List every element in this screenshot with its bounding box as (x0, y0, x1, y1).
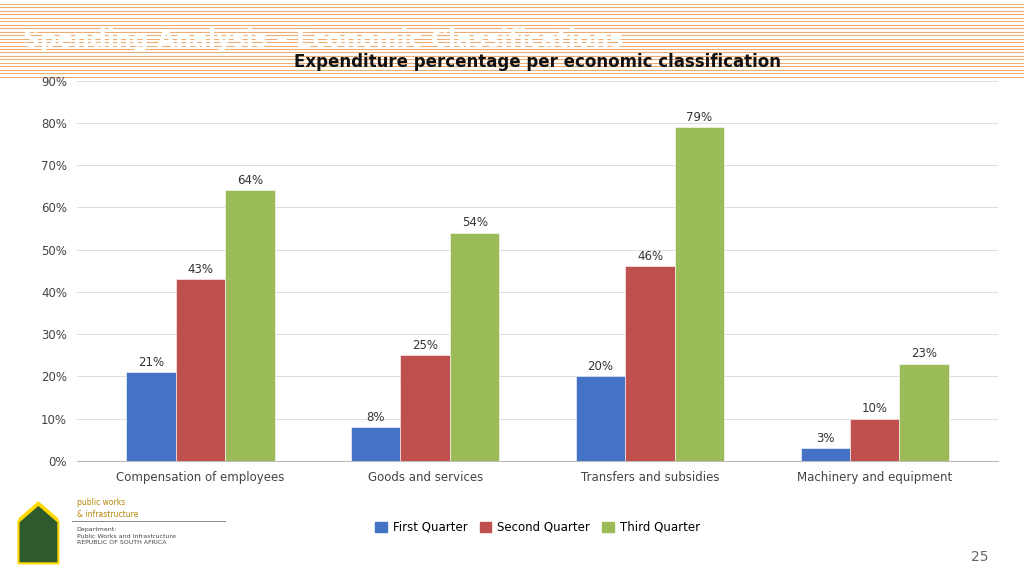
Text: public works
& infrastructure: public works & infrastructure (77, 498, 138, 519)
Legend: First Quarter, Second Quarter, Third Quarter: First Quarter, Second Quarter, Third Qua… (371, 516, 705, 539)
Bar (176, 279, 225, 461)
Text: 64%: 64% (237, 174, 263, 187)
Bar (225, 191, 274, 461)
Text: 21%: 21% (138, 356, 164, 369)
Polygon shape (18, 501, 58, 522)
Bar (850, 419, 899, 461)
Bar (450, 233, 500, 461)
Bar (351, 427, 400, 461)
Polygon shape (18, 505, 58, 563)
Bar (899, 363, 949, 461)
Bar (400, 355, 450, 461)
Text: 3%: 3% (816, 432, 835, 445)
Text: 54%: 54% (462, 217, 487, 229)
Bar (801, 448, 850, 461)
Bar (575, 376, 626, 461)
Text: 10%: 10% (862, 402, 888, 415)
Text: 8%: 8% (367, 411, 385, 423)
Bar (626, 267, 675, 461)
Bar (675, 127, 724, 461)
Text: 25: 25 (971, 551, 988, 564)
Text: 46%: 46% (637, 250, 664, 263)
Text: 20%: 20% (588, 360, 613, 373)
Text: Spending Analysis – Economic Classifications: Spending Analysis – Economic Classificat… (23, 28, 623, 52)
Bar (126, 372, 176, 461)
Title: Expenditure percentage per economic classification: Expenditure percentage per economic clas… (294, 53, 781, 71)
Text: 79%: 79% (686, 111, 713, 124)
Text: 23%: 23% (911, 347, 937, 360)
Text: Department:
Public Works and Infrastructure
REPUBLIC OF SOUTH AFRICA: Department: Public Works and Infrastruct… (77, 527, 176, 545)
Text: 25%: 25% (413, 339, 438, 352)
Text: 43%: 43% (187, 263, 213, 276)
